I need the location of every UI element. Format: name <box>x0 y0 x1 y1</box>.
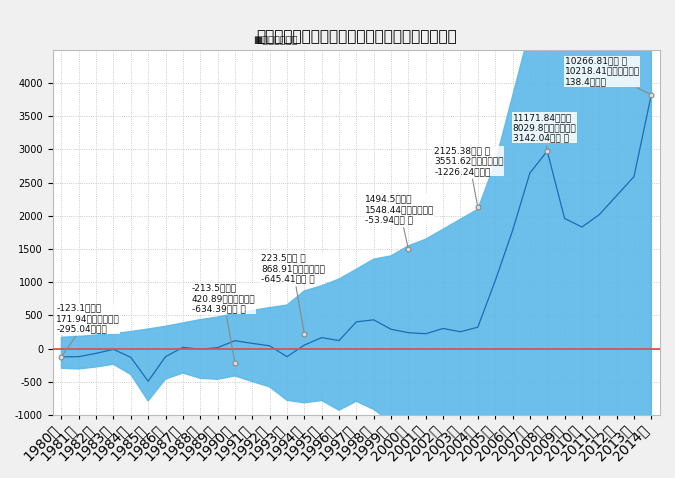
Text: 223.5：全 国
868.91：纵织品服装
-645.41：其 他: 223.5：全 国 868.91：纵织品服装 -645.41：其 他 <box>261 254 325 331</box>
Title: 我国纺织品服装贸易差额对全国商品贸易差额贡献: 我国纺织品服装贸易差额对全国商品贸易差额贡献 <box>256 29 457 44</box>
Text: 10266.81：全 国
10218.41：纵织品服装
138.4：其他: 10266.81：全 国 10218.41：纵织品服装 138.4：其他 <box>564 56 649 93</box>
Text: 2125.38：全 国
3551.62：纵织品服装
-1226.24：其他: 2125.38：全 国 3551.62：纵织品服装 -1226.24：其他 <box>435 146 504 205</box>
Text: 1494.5：全国
1548.44：纵织品服装
-53.94：其 他: 1494.5：全国 1548.44：纵织品服装 -53.94：其 他 <box>365 195 434 247</box>
Text: -213.5：全国
420.89：纵织品服装
-634.39：其 他: -213.5：全国 420.89：纵织品服装 -634.39：其 他 <box>192 283 255 360</box>
Text: ■单位：亿美元: ■单位：亿美元 <box>253 34 298 44</box>
Text: -123.1：全国
171.94：纵织品服装
-295.04：其他: -123.1：全国 171.94：纵织品服装 -295.04：其他 <box>56 304 120 355</box>
Text: 11171.84：全国
8029.8：纵织品服装
3142.04：其 他: 11171.84：全国 8029.8：纵织品服装 3142.04：其 他 <box>512 113 576 148</box>
